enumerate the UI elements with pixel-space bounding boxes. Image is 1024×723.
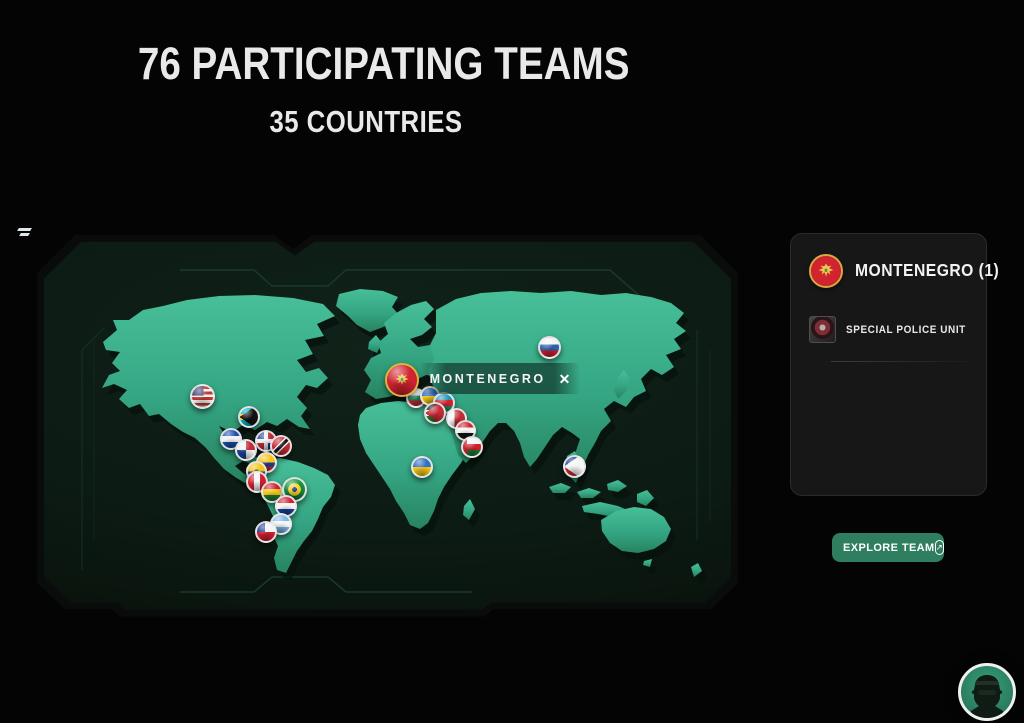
tooltip-country-label: MONTENEGRO (429, 371, 546, 386)
flag-pin-panama[interactable] (235, 439, 257, 461)
flag-pin-bahamas[interactable] (238, 406, 260, 428)
map-panel: MONTENEGRO ✕ (44, 241, 731, 610)
map-frame: MONTENEGRO ✕ (37, 234, 738, 617)
flag-pin-russia[interactable] (537, 335, 561, 359)
chat-widget-button[interactable] (958, 663, 1016, 721)
flag-pin-usa[interactable] (189, 383, 215, 409)
country-header: MONTENEGRO (1) (809, 254, 999, 288)
team-name: SPECIAL POLICE UNIT (846, 323, 966, 336)
header: 76 PARTICIPATING TEAMS 35 COUNTRIES (118, 37, 630, 139)
montenegro-eagle-icon (395, 373, 409, 385)
flag-marker-icon (17, 226, 32, 238)
page-subtitle: 35 COUNTRIES (269, 105, 463, 139)
flag-pin-philippines[interactable] (562, 454, 586, 478)
flag-pin-el-salvador[interactable] (220, 428, 242, 450)
explore-team-label: EXPLORE TEAM (843, 541, 935, 554)
map-tooltip: MONTENEGRO ✕ (420, 363, 580, 394)
soldier-avatar-icon (971, 675, 1003, 718)
flag-pin-chile[interactable] (255, 521, 277, 543)
explore-team-button[interactable]: EXPLORE TEAM ↗ (832, 533, 944, 562)
flag-pin-ukraine-asia[interactable] (411, 456, 433, 478)
flag-pin-trinidad-tobago[interactable] (270, 435, 292, 457)
arrow-up-right-glyph: ↗ (935, 542, 943, 553)
flag-pin-oman[interactable] (461, 436, 483, 458)
page-title: 76 PARTICIPATING TEAMS (137, 37, 630, 89)
flag-pin-jordan[interactable] (424, 402, 446, 424)
team-badge-icon (809, 316, 836, 343)
arrow-up-right-icon: ↗ (934, 540, 944, 555)
tooltip-close-button[interactable]: ✕ (558, 370, 571, 387)
montenegro-eagle-icon (818, 263, 834, 277)
montenegro-flag-icon (809, 254, 843, 288)
divider (831, 361, 968, 362)
country-name: MONTENEGRO (1) (855, 261, 1000, 280)
country-panel: MONTENEGRO (1) SPECIAL POLICE UNIT (790, 233, 999, 496)
team-list-item[interactable]: SPECIAL POLICE UNIT (809, 316, 968, 343)
flag-pin-montenegro[interactable] (385, 363, 419, 397)
flag-pins-layer (44, 242, 731, 610)
